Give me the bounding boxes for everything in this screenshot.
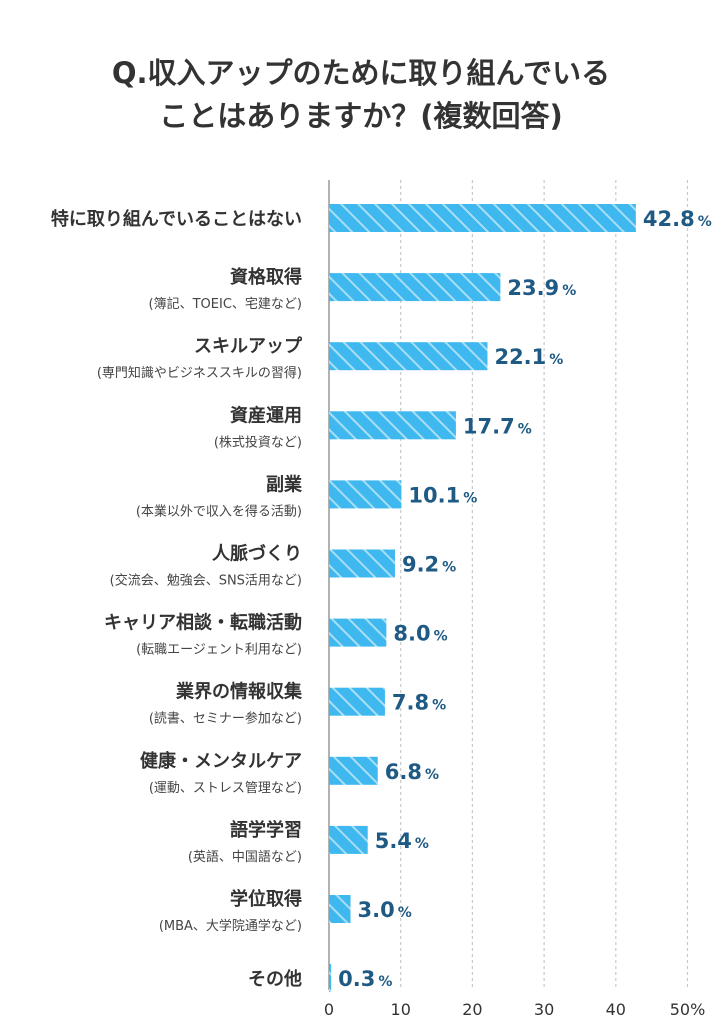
category-label: その他 (248, 968, 302, 990)
category-sublabel: (交流会、勉強会、SNS活用など) (110, 573, 302, 589)
chart-title: Q.収入アップのために取り組んでいる ことはありますか？(複数回答) (0, 52, 722, 138)
bar (329, 273, 501, 302)
value-label: 8.0% (393, 622, 447, 646)
bar (329, 618, 387, 647)
category-label: キャリア相談・転職活動 (104, 612, 302, 634)
category-sublabel: (読書、セミナー参加など) (149, 711, 302, 727)
value-label: 23.9% (507, 276, 576, 300)
chart-title-line1: Q.収入アップのために取り組んでいる (111, 56, 611, 90)
x-tick-label-20: 20 (462, 1000, 482, 1019)
x-tick-label-0: 0 (324, 1000, 334, 1019)
category-label: 資格取得 (230, 266, 302, 288)
category-label: 人脈づくり (212, 543, 302, 565)
category-label: 副業 (266, 473, 303, 495)
bar (329, 895, 351, 923)
category-label: 業界の情報収集 (175, 681, 303, 703)
category-sublabel: (MBA、大学院通学など) (159, 918, 302, 934)
category-label: 学位取得 (230, 888, 302, 910)
category-sublabel: (簿記、TOEIC、宅建など) (149, 296, 302, 312)
category-label: 資産運用 (230, 404, 302, 426)
bar (329, 549, 395, 578)
bar (329, 825, 368, 854)
value-label: 22.1% (494, 345, 563, 369)
x-tick-label-50: 50% (670, 1000, 706, 1019)
bar (329, 756, 378, 785)
category-label: スキルアップ (194, 335, 303, 357)
value-label: 0.3% (338, 967, 392, 991)
bar (329, 342, 488, 371)
value-label: 10.1% (408, 483, 477, 507)
bar (329, 411, 456, 440)
category-sublabel: (専門知識やビジネススキルの習得) (97, 365, 302, 381)
chart-title-line2: ことはありますか？(複数回答) (159, 99, 563, 133)
category-label: 語学学習 (230, 819, 302, 841)
value-label: 6.8% (385, 760, 439, 784)
bar (329, 480, 402, 509)
category-label: 健康・メンタルケア (140, 750, 302, 772)
category-sublabel: (英語、中国語など) (188, 849, 302, 865)
category-sublabel: (運動、ストレス管理など) (149, 781, 302, 796)
value-label: 42.8% (643, 207, 712, 231)
value-label: 17.7% (463, 414, 532, 438)
category-sublabel: (株式投資など) (214, 434, 302, 450)
value-label: 5.4% (375, 829, 429, 853)
x-tick-label-30: 30 (534, 1000, 554, 1019)
value-label: 7.8% (392, 691, 446, 715)
category-sublabel: (転職エージェント利用など) (136, 643, 302, 658)
bar (329, 204, 636, 232)
bar (329, 687, 385, 716)
x-tick-label-10: 10 (391, 1000, 411, 1019)
category-sublabel: (本業以外で収入を得る活動) (136, 503, 302, 519)
category-label: 特に取り組んでいることはない (51, 208, 302, 230)
value-label: 3.0% (358, 898, 412, 922)
value-label: 9.2% (402, 553, 456, 577)
x-tick-label-40: 40 (606, 1000, 626, 1019)
bar (329, 964, 332, 993)
